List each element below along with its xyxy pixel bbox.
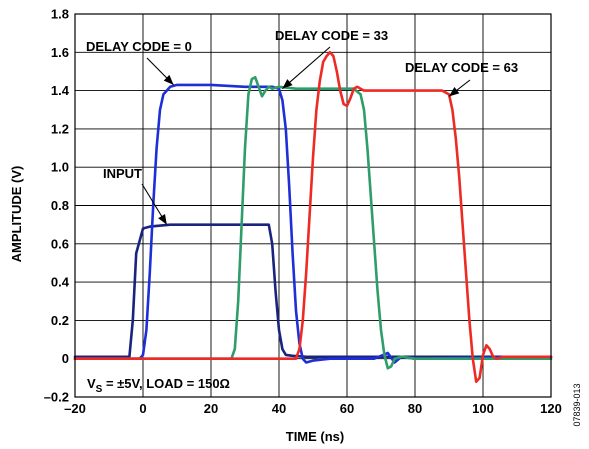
- x-tick-label: 80: [408, 401, 422, 416]
- y-tick-label: 1.6: [51, 45, 69, 60]
- x-tick-label: –20: [64, 401, 86, 416]
- annotation-label: DELAY CODE = 33: [275, 28, 388, 43]
- x-tick-label: 60: [340, 401, 354, 416]
- conditions-label: VS = ±5V, LOAD = 150Ω: [87, 376, 230, 395]
- x-tick-label: 100: [472, 401, 494, 416]
- figure-id: 07839-013: [572, 383, 582, 426]
- annotation-label: DELAY CODE = 63: [405, 60, 518, 75]
- annotation-arrowhead: [282, 79, 293, 89]
- y-tick-label: 1.0: [51, 160, 69, 175]
- y-tick-label: 1.2: [51, 121, 69, 136]
- series-line-delay-code-63: [73, 50, 553, 384]
- y-tick-label: 0.6: [51, 236, 69, 251]
- y-axis-label: AMPLITUDE (V): [9, 166, 24, 263]
- plot-frame: [74, 13, 552, 398]
- y-tick-label: 1.4: [51, 83, 70, 98]
- y-tick-label: 0.4: [51, 275, 70, 290]
- annotation-leader: [282, 46, 331, 90]
- y-tick-label: 0.8: [51, 198, 69, 213]
- series-line-delay-code-33: [73, 75, 553, 370]
- x-tick-label: 120: [540, 401, 562, 416]
- y-tick-label: 0: [62, 351, 69, 366]
- ticks: –20 0 20 40 60 80 100 120 –0.2 0 0.2 0.4 0.6 0.8 1.0 1.…: [44, 7, 562, 417]
- x-tick-label: 40: [272, 401, 286, 416]
- conditions-prefix: V: [87, 376, 96, 391]
- x-axis-label: TIME (ns): [286, 429, 345, 444]
- traces: [73, 50, 553, 384]
- x-tick-label: 0: [139, 401, 146, 416]
- y-tick-label: –0.2: [44, 390, 69, 405]
- conditions-subscript: S: [96, 384, 103, 395]
- annotation-arrowhead: [163, 74, 174, 85]
- annotation-label: INPUT: [103, 166, 142, 181]
- series-line-delay-code-0: [73, 83, 553, 364]
- series-line-input: [73, 223, 553, 359]
- annotations: DELAY CODE = 0 DELAY CODE = 33 DELAY CODE …: [86, 28, 518, 225]
- annotation-label: DELAY CODE = 0: [86, 39, 192, 54]
- annotation-arrowhead: [449, 87, 460, 97]
- y-tick-label: 1.8: [51, 7, 69, 22]
- x-tick-label: 20: [204, 401, 218, 416]
- y-tick-label: 0.2: [51, 313, 69, 328]
- annotation-arrowhead: [158, 214, 167, 225]
- conditions-rest: = ±5V, LOAD = 150Ω: [102, 376, 230, 391]
